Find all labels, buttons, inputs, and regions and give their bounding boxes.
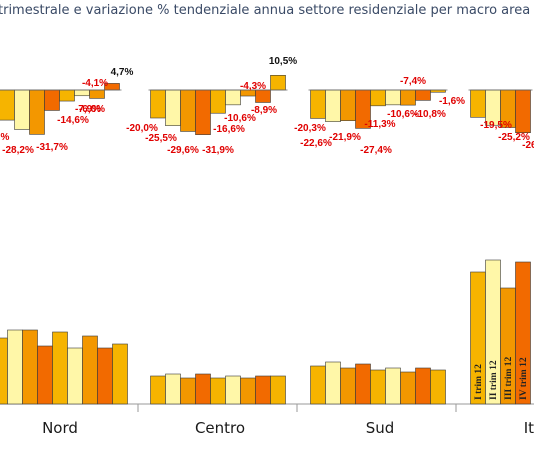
volume-bar <box>240 377 256 405</box>
series-label: I trim 12 <box>474 364 484 400</box>
chart-title: trimestrale e variazione % tendenziale a… <box>0 3 534 18</box>
volume-bar <box>400 371 416 405</box>
change-bar <box>310 89 326 119</box>
change-label: -16,6% <box>213 124 245 135</box>
volume-bar <box>180 377 196 405</box>
change-bar <box>44 89 60 111</box>
change-bar <box>415 89 431 101</box>
volume-bar <box>112 343 128 405</box>
change-bar <box>195 89 211 135</box>
volume-bar <box>52 331 68 405</box>
volume-bar <box>165 373 181 405</box>
change-label: -21,9% <box>329 132 361 143</box>
change-label: -10,6% <box>387 109 419 120</box>
volume-bar <box>0 337 8 405</box>
change-label: -20,0% <box>126 123 158 134</box>
volume-bar <box>195 373 211 405</box>
change-bar <box>385 89 401 106</box>
change-label: -29,6% <box>167 145 199 156</box>
change-bar <box>325 89 341 122</box>
volume-bar <box>310 365 326 405</box>
change-bar <box>150 89 166 119</box>
region-label: Nord <box>42 419 78 437</box>
change-bar <box>14 89 30 130</box>
region-label: Centro <box>195 419 245 437</box>
volume-bar <box>355 363 371 405</box>
change-label: -4,1% <box>82 78 108 89</box>
change-label: -27,4% <box>360 145 392 156</box>
volume-bar <box>210 377 226 405</box>
change-label: -10,6% <box>224 113 256 124</box>
change-bar <box>340 89 356 121</box>
change-label: -25,2% <box>498 132 530 143</box>
change-bar <box>470 89 486 118</box>
volume-bar <box>270 375 286 405</box>
change-label-fragment: % <box>1 132 10 143</box>
volume-bar <box>225 375 241 405</box>
volume-bar <box>415 367 431 405</box>
change-label: -10,8% <box>414 109 446 120</box>
change-label: -7,4% <box>400 76 426 87</box>
change-label: -11,3% <box>364 119 395 130</box>
change-label: -4,3% <box>240 81 266 92</box>
change-bar <box>515 89 531 134</box>
change-label: 4,7% <box>111 67 134 78</box>
volume-bar <box>150 375 166 405</box>
change-label: -20,3% <box>294 123 326 134</box>
change-label: -8,9% <box>251 105 277 116</box>
change-label: -6,0% <box>79 104 105 115</box>
volume-bar <box>385 367 401 405</box>
change-bar <box>270 75 286 91</box>
series-label: II trim 12 <box>489 360 499 400</box>
change-label: -28,2% <box>2 145 34 156</box>
volume-bar <box>340 367 356 405</box>
volume-bar <box>7 329 23 405</box>
change-label: -7,9% <box>75 104 101 115</box>
volume-bar <box>255 375 271 405</box>
volume-bar <box>515 261 531 405</box>
volume-bar <box>22 329 38 405</box>
change-bar <box>29 89 45 135</box>
change-label: -31,9% <box>202 145 234 156</box>
series-label: III trim 12 <box>504 356 514 400</box>
change-bar <box>400 89 416 106</box>
volume-bar <box>67 347 83 405</box>
change-bar <box>225 89 241 106</box>
volume-bar <box>325 361 341 405</box>
change-label: -26,8% <box>522 140 534 151</box>
change-label: -25,5% <box>145 133 177 144</box>
change-bar <box>180 89 196 132</box>
volume-bar <box>97 347 113 405</box>
series-label: IV trim 12 <box>519 357 529 400</box>
change-label: -31,7% <box>36 142 68 153</box>
volume-bar <box>430 369 446 405</box>
region-label: Sud <box>366 419 395 437</box>
change-bar <box>165 89 181 127</box>
change-label: -14,6% <box>57 115 89 126</box>
change-bar <box>74 89 90 97</box>
change-bar <box>89 89 105 99</box>
change-bar <box>0 89 15 121</box>
change-label: -22,6% <box>300 138 332 149</box>
volume-bar <box>370 369 386 405</box>
region-label: It <box>524 419 534 437</box>
volume-bar <box>82 335 98 405</box>
change-bar <box>210 89 226 114</box>
change-bar <box>59 89 75 102</box>
change-label: -19,5% <box>480 120 512 131</box>
volume-bar <box>37 345 53 405</box>
change-label: -1,6% <box>439 96 465 107</box>
change-bar <box>370 89 386 107</box>
change-label: 10,5% <box>269 56 297 67</box>
